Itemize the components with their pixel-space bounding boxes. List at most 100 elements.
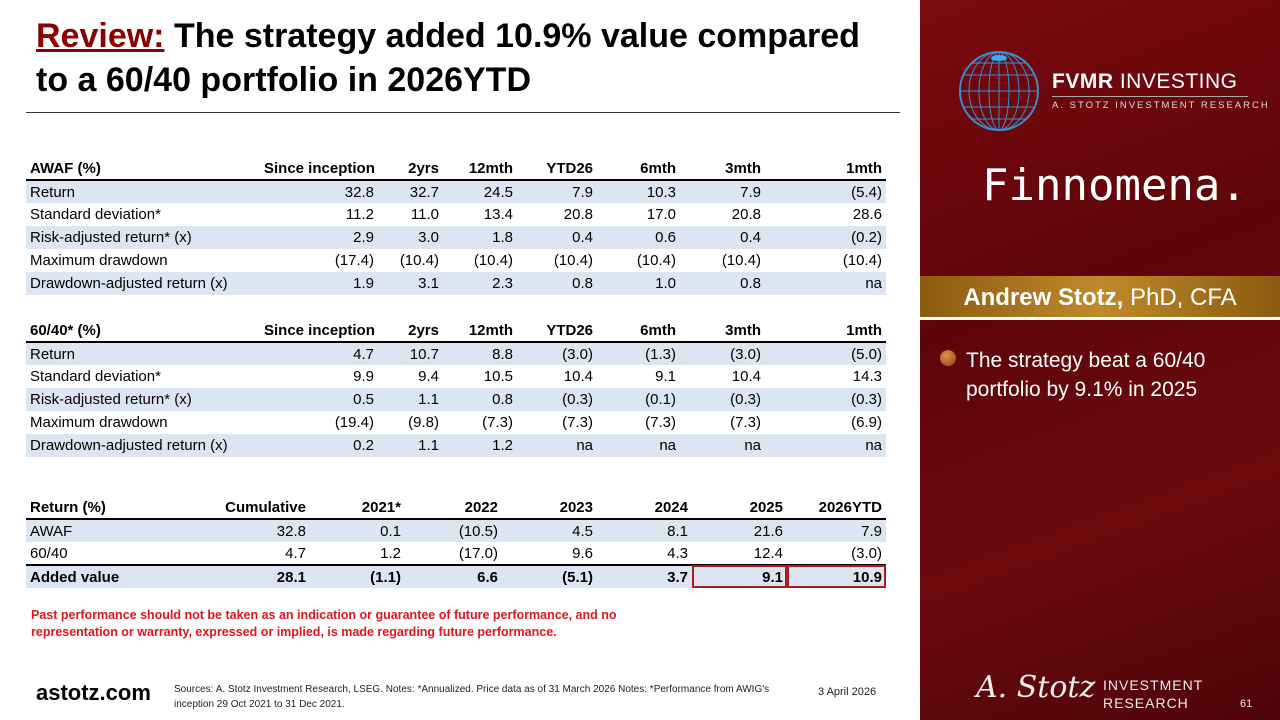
row-label: Drawdown-adjusted return (x)	[26, 434, 260, 457]
column-header: 2024	[597, 496, 692, 520]
fvmr-logo-text: FVMR INVESTING	[1052, 70, 1238, 94]
table-cell: 11.0	[410, 206, 439, 223]
table-cell: 9.6	[572, 544, 593, 562]
table-header-row: Return (%) Cumulative 2021* 2022 2023 2024 202…	[26, 496, 886, 520]
table-cell: 14.3	[852, 368, 882, 385]
table-cell: 3.7	[597, 564, 692, 588]
table-cell: 20.8	[731, 206, 761, 223]
table-cell: na	[765, 434, 886, 457]
column-header: 3mth	[680, 157, 765, 181]
page-number: 61	[1240, 698, 1253, 710]
title-prefix: Review:	[36, 17, 165, 55]
column-header: 2025	[692, 496, 787, 520]
table-row: Standard deviation* 9.9 9.4 10.5 10.4 9.1 10.4…	[26, 365, 886, 388]
table-cell: 4.3	[667, 544, 688, 562]
title-text: The strategy added 10.9% value compared …	[36, 17, 860, 99]
table-cell: (1.1)	[310, 564, 405, 588]
table-cell: 1.2	[380, 544, 401, 562]
table-cell: 1.0	[597, 272, 680, 295]
sidebar-panel: FVMR INVESTING A. STOTZ INVESTMENT RESEA…	[920, 0, 1280, 720]
table-cell: 13.4	[483, 206, 513, 223]
table-cell: 4.7	[260, 342, 378, 365]
table-cell: 9.1	[655, 368, 676, 385]
table-cell: (3.0)	[851, 544, 882, 562]
table-row: Maximum drawdown (19.4) (9.8) (7.3) (7.3) (7.…	[26, 411, 886, 434]
table-cell: 10.7	[378, 342, 443, 365]
investment-research-logo: INVESTMENT RESEARCH	[1103, 676, 1203, 712]
table-cell: (17.4)	[334, 252, 374, 269]
table-cell: (0.3)	[765, 388, 886, 411]
table-row: Risk-adjusted return* (x) 2.9 3.0 1.8 0.4 0.6…	[26, 226, 886, 249]
table-cell: (7.3)	[645, 414, 676, 431]
column-header: 12mth	[443, 319, 517, 343]
table-cell: 1.1	[378, 388, 443, 411]
disclaimer: Past performance should not be taken as …	[31, 608, 617, 639]
table-cell: 3.1	[378, 272, 443, 295]
table-cell: (0.1)	[597, 388, 680, 411]
column-header: YTD26	[517, 157, 597, 181]
column-header: 2yrs	[378, 157, 443, 181]
column-header: AWAF (%)	[26, 157, 260, 181]
table-row: Risk-adjusted return* (x) 0.5 1.1 0.8 (0.3)(…	[26, 388, 886, 411]
table-cell: (5.0)	[765, 342, 886, 365]
sources-note: Sources: A. Stotz Investment Research, L…	[174, 684, 770, 710]
slide-title: Review: The strategy added 10.9% value c…	[36, 14, 896, 102]
fvmr-bold: FVMR	[1052, 70, 1114, 93]
table-cell: na	[680, 434, 765, 457]
table-cell: 0.4	[517, 226, 597, 249]
table-row: Maximum drawdown (17.4) (10.4) (10.4) (10.4)…	[26, 249, 886, 272]
fvmr-rest: INVESTING	[1113, 70, 1238, 93]
table-cell: (7.3)	[482, 414, 513, 431]
table-cell: 4.5	[502, 519, 597, 542]
table-cell: 1.8	[443, 226, 517, 249]
fvmr-subtitle: A. STOTZ INVESTMENT RESEARCH	[1052, 100, 1270, 111]
table-cell: 20.8	[563, 206, 593, 223]
site-link[interactable]: astotz.com	[36, 680, 151, 705]
row-label: Maximum drawdown	[30, 252, 168, 269]
table-cell: 8.1	[597, 519, 692, 542]
column-header: Since inception	[260, 319, 378, 343]
table-cell: (17.0)	[458, 544, 498, 562]
table-cell: 32.7	[378, 180, 443, 203]
ir-line1: INVESTMENT	[1103, 677, 1204, 693]
table-cell: 32.8	[260, 180, 378, 203]
table-cell: 4.7	[285, 544, 306, 562]
title-divider	[26, 112, 900, 113]
column-header: 6mth	[597, 157, 680, 181]
awaf-table: AWAF (%) Since inception 2yrs 12mth YTD26 6mt…	[26, 157, 886, 295]
table-cell: 1.1	[378, 434, 443, 457]
table-cell: 0.8	[517, 272, 597, 295]
table-cell: 1.2	[443, 434, 517, 457]
row-label: Drawdown-adjusted return (x)	[26, 272, 260, 295]
table-cell: 0.1	[310, 519, 405, 542]
table-cell: (9.8)	[408, 414, 439, 431]
table-cell: (10.4)	[636, 252, 676, 269]
table-row: Return 4.7 10.7 8.8 (3.0) (1.3) (3.0) (5.0)	[26, 342, 886, 365]
table-cell: na	[517, 434, 597, 457]
row-label: Standard deviation*	[30, 206, 161, 223]
column-header: 2021*	[310, 496, 405, 520]
table-cell: 9.4	[418, 368, 439, 385]
column-header: 2026YTD	[787, 496, 886, 520]
table-cell: (5.4)	[765, 180, 886, 203]
ir-line2: RESEARCH	[1103, 695, 1189, 711]
column-header: 1mth	[765, 157, 886, 181]
table-cell: 0.4	[680, 226, 765, 249]
row-label: Risk-adjusted return* (x)	[26, 388, 260, 411]
finnomena-logo: Finnomena.	[982, 160, 1247, 211]
table-cell: 7.9	[517, 180, 597, 203]
presenter-name: Andrew Stotz,	[963, 284, 1124, 311]
table-cell: (10.5)	[405, 519, 502, 542]
table-cell: 6.6	[405, 564, 502, 588]
table-cell: 0.2	[260, 434, 378, 457]
table-cell: 2.3	[443, 272, 517, 295]
bullet-globe-icon	[940, 350, 956, 366]
table-cell: 12.4	[753, 544, 783, 562]
table-cell: 24.5	[443, 180, 517, 203]
table-cell: (5.1)	[502, 564, 597, 588]
table-cell: (10.4)	[553, 252, 593, 269]
key-point-text: The strategy beat a 60/40 portfolio by 9…	[966, 349, 1206, 401]
globe-logo-icon	[959, 51, 1039, 131]
table-cell: 0.8	[443, 388, 517, 411]
row-label: Added value	[26, 564, 196, 588]
